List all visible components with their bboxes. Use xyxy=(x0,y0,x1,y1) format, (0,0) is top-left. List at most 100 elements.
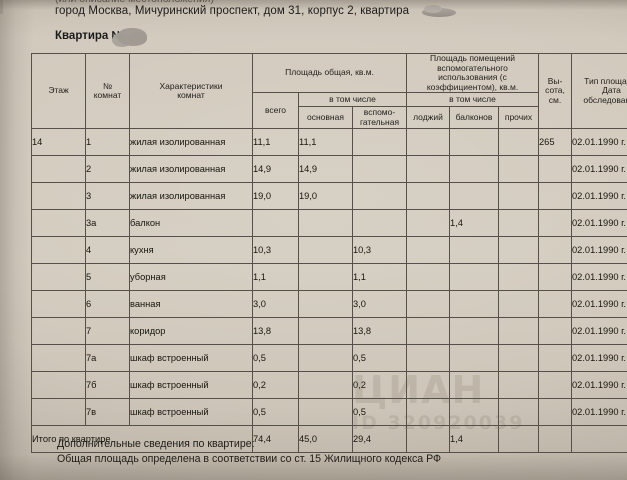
cell-type-date: 02.01.1990 г. xyxy=(571,182,627,211)
header-height: Вы- сота, см. xyxy=(538,52,572,130)
cell-floor xyxy=(31,263,86,292)
header-balconies: балконов xyxy=(449,106,499,130)
cell-room-number: 5 xyxy=(85,263,130,292)
cell-auxiliary: 0,5 xyxy=(352,398,407,427)
cell-room-number: 4 xyxy=(85,236,130,265)
table-row: 4 кухня 10,3 10,3 02.01.1990 г. xyxy=(31,236,627,265)
cell-height xyxy=(538,371,572,400)
cell-main: 14,9 xyxy=(298,155,353,184)
redaction-blob-tail xyxy=(0,0,3,14)
apartment-number-label: Квартира № xyxy=(55,30,125,42)
table-row: 7б шкаф встроенный 0,2 0,2 02.01.1990 г. xyxy=(31,371,627,400)
header-room-number: № комнат xyxy=(85,52,130,130)
cell-main xyxy=(298,344,353,373)
cell-floor: 14 xyxy=(31,128,86,157)
cell-other xyxy=(498,155,539,184)
cell-auxiliary xyxy=(352,128,407,157)
cell-balconies xyxy=(449,155,499,184)
cell-main xyxy=(298,209,353,238)
header-height-line1: Вы- xyxy=(547,75,563,86)
cell-auxiliary: 0,5 xyxy=(352,344,407,373)
cell-balconies xyxy=(449,317,499,346)
header-aux-area-group: Площадь помещений вспомогательного испол… xyxy=(406,52,539,94)
cell-main xyxy=(298,371,353,400)
cell-loggias xyxy=(406,236,450,265)
cell-height xyxy=(538,398,572,427)
cell-auxiliary: 0,2 xyxy=(352,371,407,400)
address-line: город Москва, Мичуринский проспект, дом … xyxy=(55,5,410,17)
cell-height xyxy=(538,182,572,211)
footer-line-2: Общая площадь определена в соответствии … xyxy=(57,453,442,466)
cell-balconies xyxy=(449,236,499,265)
cell-height xyxy=(538,209,572,238)
cell-main xyxy=(298,398,353,427)
header-type-date-line2: Дата xyxy=(602,85,621,96)
table-row: 7а шкаф встроенный 0,5 0,5 02.01.1990 г. xyxy=(31,344,627,373)
cell-loggias xyxy=(406,398,450,427)
cell-height: 265 xyxy=(538,128,572,157)
header-loggias: лоджий xyxy=(406,106,450,130)
header-auxiliary-line1: вспомо- xyxy=(363,107,396,118)
cell-loggias xyxy=(406,317,450,346)
cell-type-date: 02.01.1990 г. xyxy=(571,155,627,184)
cell-type-date: 02.01.1990 г. xyxy=(571,398,627,427)
header-type-date-line3: обследования xyxy=(583,94,627,105)
cell-room-number: 7 xyxy=(85,317,130,346)
cell-other xyxy=(498,236,539,265)
cell-auxiliary: 10,3 xyxy=(352,236,407,265)
table-row: 5 уборная 1,1 1,1 02.01.1990 г. xyxy=(31,263,627,292)
cell-total: 11,1 xyxy=(252,128,299,157)
total-row-height xyxy=(538,425,572,454)
cell-room-number: 6 xyxy=(85,290,130,319)
total-row-loggias xyxy=(406,425,450,454)
cell-total: 0,5 xyxy=(252,398,299,427)
cell-main: 19,0 xyxy=(298,182,353,211)
table-row: 3 жилая изолированная 19,0 19,0 02.01.1990 г… xyxy=(31,182,627,211)
cell-balconies xyxy=(449,290,499,319)
total-row-total: 74,4 xyxy=(252,425,299,454)
cell-auxiliary: 1,1 xyxy=(352,263,407,292)
cell-room-number: 2 xyxy=(85,155,130,184)
header-characteristics-line1: Характеристики xyxy=(159,80,223,91)
cell-height xyxy=(538,236,572,265)
cell-main xyxy=(298,290,353,319)
cell-total: 0,2 xyxy=(252,371,299,400)
cell-type-date: 02.01.1990 г. xyxy=(571,344,627,373)
cell-characteristics: ванная xyxy=(129,290,253,319)
cell-floor xyxy=(31,155,86,184)
cell-room-number: 3 xyxy=(85,182,130,211)
header-auxiliary-line2: гательная xyxy=(359,116,400,127)
cut-off-header-line: (или описание местоположения) xyxy=(55,0,214,5)
table-row: 14 1 жилая изолированная 11,1 11,1 265 02.01.1… xyxy=(31,128,627,157)
cell-type-date: 02.01.1990 г. xyxy=(571,317,627,346)
cell-floor xyxy=(31,290,86,319)
cell-height xyxy=(538,290,572,319)
table-row: 7 коридор 13,8 13,8 02.01.1990 г. xyxy=(31,317,627,346)
cell-loggias xyxy=(406,209,450,238)
cell-room-number: 1 xyxy=(85,128,130,157)
header-type-date-line1: Тип площади/ xyxy=(584,75,627,86)
cell-floor xyxy=(31,398,86,427)
cell-room-number: 7а xyxy=(85,344,130,373)
cell-characteristics: балкон xyxy=(129,209,253,238)
cell-type-date: 02.01.1990 г. xyxy=(571,371,627,400)
total-row-other xyxy=(498,425,539,454)
cell-characteristics: коридор xyxy=(129,317,253,346)
cell-floor xyxy=(31,182,86,211)
cell-characteristics: шкаф встроенный xyxy=(129,344,253,373)
cell-characteristics: жилая изолированная xyxy=(129,155,253,184)
cell-floor xyxy=(31,344,86,373)
cell-height xyxy=(538,263,572,292)
cell-balconies xyxy=(449,344,499,373)
cell-auxiliary xyxy=(352,182,407,211)
cell-balconies xyxy=(449,128,499,157)
cell-main xyxy=(298,236,353,265)
cell-height xyxy=(538,344,572,373)
cell-type-date: 02.01.1990 г. xyxy=(571,236,627,265)
cell-other xyxy=(498,317,539,346)
cell-height xyxy=(538,317,572,346)
cell-auxiliary: 3,0 xyxy=(352,290,407,319)
total-row-main: 45,0 xyxy=(298,425,353,454)
cell-total xyxy=(252,209,299,238)
cell-total: 0,5 xyxy=(252,344,299,373)
